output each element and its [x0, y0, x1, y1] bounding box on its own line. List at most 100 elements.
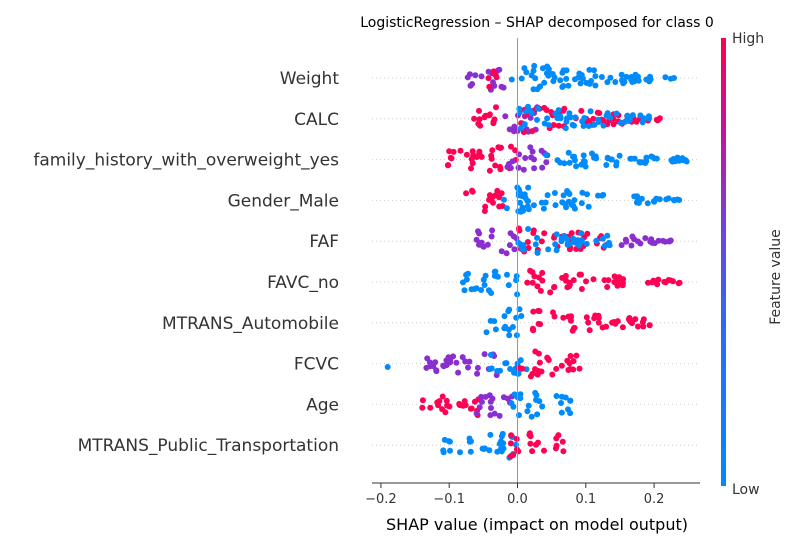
shap-point [529, 269, 536, 276]
shap-point [578, 200, 585, 207]
shap-point [527, 440, 534, 447]
shap-point [676, 279, 683, 286]
shap-point [515, 448, 522, 455]
shap-point [641, 159, 648, 166]
shap-point [569, 121, 576, 128]
shap-point [559, 199, 566, 206]
shap-point [498, 190, 505, 197]
shap-point [467, 448, 474, 455]
shap-point [567, 353, 574, 359]
shap-point [535, 350, 542, 357]
shap-point [552, 445, 559, 452]
shap-point [498, 448, 505, 455]
shap-point [662, 74, 669, 81]
shap-point [663, 196, 670, 203]
shap-point [474, 370, 481, 377]
shap-point [535, 105, 542, 112]
feature-label: FAF [309, 232, 339, 252]
shap-point [617, 120, 624, 126]
shap-point [506, 332, 513, 339]
shap-point [571, 325, 577, 332]
shap-point [546, 122, 552, 129]
shap-point [466, 438, 473, 445]
feature-label: MTRANS_Public_Transportation [78, 436, 339, 456]
shap-point [486, 111, 493, 118]
x-tick-label: −0.2 [365, 492, 397, 507]
shap-point [564, 236, 571, 243]
shap-point [629, 79, 636, 85]
shap-point [558, 362, 565, 369]
shap-point [476, 107, 482, 114]
shap-point [540, 205, 547, 212]
shap-point [551, 190, 558, 196]
shap-point [620, 276, 627, 283]
x-tick-label: −0.1 [433, 492, 465, 507]
shap-point [488, 405, 494, 411]
shap-point [604, 284, 611, 290]
shap-point [541, 104, 548, 111]
shap-point [570, 277, 577, 284]
shap-point [534, 411, 541, 418]
shap-point [578, 107, 585, 114]
shap-point [497, 166, 504, 173]
shap-point [513, 277, 520, 284]
shap-point [530, 327, 537, 334]
shap-point [606, 239, 612, 246]
feature-label: FCVC [294, 355, 339, 375]
shap-point [517, 395, 524, 402]
shap-point [567, 114, 574, 121]
shap-point [478, 153, 485, 160]
shap-point [532, 366, 538, 373]
shap-point [583, 314, 590, 321]
shap-point [553, 393, 560, 399]
shap-point [513, 314, 520, 321]
shap-point [477, 241, 484, 248]
shap-point [565, 189, 572, 196]
chart-title: LogisticRegression – SHAP decomposed for… [360, 15, 714, 31]
shap-point [486, 83, 493, 90]
shap-point [604, 232, 611, 239]
shap-point [439, 393, 446, 400]
shap-point [500, 84, 507, 91]
shap-point [558, 400, 564, 406]
shap-point [642, 235, 649, 242]
shap-point [500, 196, 507, 203]
shap-point [558, 409, 565, 416]
shap-point [555, 432, 562, 439]
shap-point [586, 66, 593, 73]
shap-point [564, 241, 571, 248]
shap-point [551, 283, 558, 290]
shap-point [632, 316, 639, 323]
shap-point [618, 71, 625, 78]
shap-point [521, 246, 527, 253]
shap-point [590, 115, 597, 122]
shap-point [524, 203, 531, 210]
shap-point [487, 398, 494, 405]
shap-point [518, 125, 524, 132]
shap-point [567, 410, 574, 417]
shap-point [616, 152, 623, 159]
colorbar-title: Feature value [768, 229, 784, 325]
shap-point [567, 397, 574, 404]
shap-point [643, 76, 650, 83]
shap-point [508, 400, 515, 407]
shap-point [534, 116, 540, 123]
shap-point [508, 432, 515, 439]
shap-point [550, 122, 557, 128]
shap-point [682, 157, 689, 164]
shap-point [578, 286, 585, 292]
shap-point [477, 122, 484, 129]
shap-point [478, 393, 485, 400]
shap-point [636, 159, 643, 165]
shap-point [507, 440, 514, 447]
shap-point [560, 314, 567, 321]
shap-point [563, 67, 570, 74]
shap-point [603, 323, 610, 330]
shap-point [560, 448, 567, 455]
shap-point [598, 74, 605, 80]
shap-point [623, 238, 630, 245]
shap-point [487, 317, 494, 324]
shap-point [613, 110, 620, 117]
